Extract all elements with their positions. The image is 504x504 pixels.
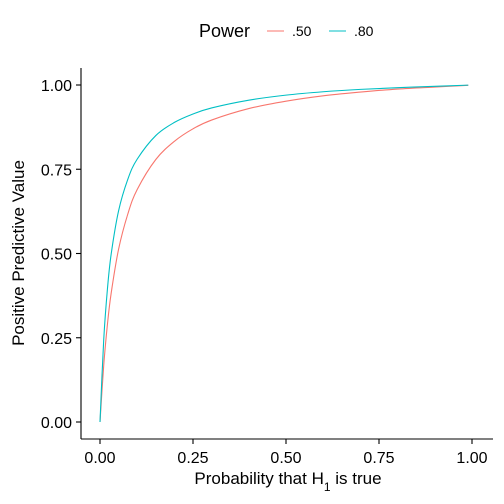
y-tick-label: 0.50 (41, 247, 72, 264)
x-tick-label: 0.75 (363, 450, 394, 467)
y-tick-label: 0.25 (41, 331, 72, 348)
legend-label: .80 (354, 23, 374, 39)
x-tick-label: 1.00 (456, 450, 487, 467)
x-axis-title-suffix: is true (331, 469, 382, 488)
y-tick-label: 1.00 (41, 78, 72, 95)
y-tick-label: 0.00 (41, 415, 72, 432)
x-axis-title: Probability that H1 is true (194, 469, 381, 494)
y-axis-ticks: 0.00 0.25 0.50 0.75 1.00 (41, 78, 81, 432)
x-tick-label: 0.25 (177, 450, 208, 467)
legend-title: Power (199, 21, 250, 41)
x-tick-label: 0.50 (270, 450, 301, 467)
x-axis-title-subscript: 1 (324, 480, 331, 494)
legend-label: .50 (292, 23, 312, 39)
series-line-p80 (99, 84, 469, 423)
x-axis-title-prefix: Probability that H (194, 469, 323, 488)
legend: Power .50 .80 (199, 21, 374, 41)
plot-area (99, 84, 469, 423)
y-axis-title: Positive Predictive Value (9, 160, 28, 346)
x-axis-ticks: 0.00 0.25 0.50 0.75 1.00 (84, 439, 488, 467)
y-tick-label: 0.75 (41, 162, 72, 179)
series-line-p50 (99, 84, 469, 423)
x-tick-label: 0.00 (84, 450, 115, 467)
